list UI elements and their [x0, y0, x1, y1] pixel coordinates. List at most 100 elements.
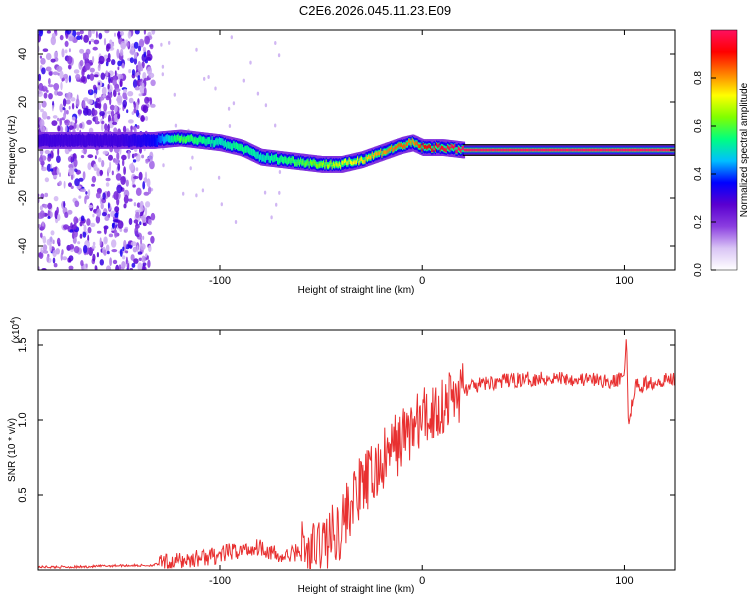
- ridge-cell: [182, 139, 185, 144]
- noise-blob: [138, 171, 143, 181]
- noise-blob: [135, 211, 140, 219]
- noise-blob: [135, 101, 139, 111]
- noise-blob: [137, 64, 142, 73]
- noise-blob: [82, 171, 86, 180]
- noise-blob: [108, 154, 113, 161]
- noise-blob: [119, 227, 123, 232]
- noise-blob: [133, 41, 139, 49]
- noise-blob: [122, 159, 125, 167]
- colorbar-tick-label: 0.2: [693, 215, 704, 229]
- ridge-cell: [480, 148, 484, 152]
- noise-blob: [107, 167, 111, 173]
- ridge-cell: [497, 148, 501, 152]
- noise-blob: [96, 149, 99, 156]
- noise-blob: [95, 97, 100, 103]
- ridge-cell: [264, 157, 268, 162]
- noise-blob: [103, 102, 108, 112]
- noise-blob: [95, 265, 98, 270]
- ridge-cell: [287, 158, 291, 163]
- noise-blob: [59, 172, 61, 177]
- ridge-cell: [486, 148, 490, 152]
- noise-blob: [63, 73, 69, 79]
- noise-blob: [146, 49, 151, 57]
- noise-blob: [45, 127, 48, 134]
- snr-x-tick-label: -100: [209, 575, 231, 587]
- noise-blob: [65, 99, 71, 105]
- noise-blob: [71, 102, 75, 110]
- noise-blob: [85, 191, 88, 195]
- noise-blob: [141, 154, 145, 159]
- noise-blob: [82, 231, 87, 238]
- ridge-cell: [113, 135, 116, 140]
- noise-blob: [78, 177, 84, 182]
- noise-blob: [99, 169, 104, 176]
- ridge-cell: [338, 162, 342, 166]
- noise-blob: [106, 190, 111, 198]
- noise-blob: [68, 265, 74, 270]
- ridge-cell: [132, 136, 135, 140]
- noise-blob: [161, 64, 165, 69]
- snr-ylabel: SNR (10 * v/v): [7, 418, 18, 482]
- noise-blob: [130, 241, 137, 247]
- noise-blob: [76, 185, 82, 190]
- noise-blob: [135, 167, 139, 172]
- ridge-cell: [605, 148, 609, 152]
- ridge-cell: [223, 142, 226, 147]
- noise-blob: [57, 147, 60, 156]
- noise-blob: [133, 258, 139, 264]
- noise-blob: [100, 72, 106, 80]
- noise-blob: [107, 83, 110, 90]
- noise-blob: [128, 218, 133, 225]
- noise-blob: [150, 212, 156, 221]
- noise-blob: [93, 163, 98, 172]
- noise-blob: [46, 255, 50, 263]
- noise-blob: [191, 155, 194, 160]
- noise-blob: [56, 117, 60, 122]
- noise-blob: [96, 168, 101, 177]
- noise-blob: [105, 70, 109, 77]
- noise-blob: [66, 110, 69, 115]
- ridge-cell: [281, 157, 285, 162]
- ridge-cell: [165, 136, 168, 141]
- noise-blob: [80, 215, 85, 222]
- noise-blob: [76, 124, 80, 131]
- ridge-cell: [173, 135, 177, 140]
- colorbar-label: Normalized spectral amplitude: [739, 82, 750, 217]
- ridge-cell: [104, 136, 108, 141]
- noise-blob: [91, 245, 96, 249]
- ridge-cell: [514, 148, 518, 152]
- noise-blob: [94, 92, 97, 99]
- noise-blob: [95, 215, 101, 224]
- ridge-cell: [542, 148, 546, 152]
- ridge-cell: [207, 138, 211, 143]
- ridge-cell: [364, 159, 367, 164]
- ridge-cell: [260, 154, 263, 158]
- noise-blob: [42, 244, 48, 252]
- noise-blob: [114, 104, 118, 113]
- noise-blob: [79, 59, 84, 67]
- noise-blob: [64, 211, 69, 218]
- noise-blob: [51, 104, 54, 112]
- noise-blob: [43, 204, 48, 209]
- noise-blob: [137, 262, 143, 270]
- noise-blob: [134, 153, 138, 156]
- noise-blob: [50, 168, 54, 172]
- noise-blob: [101, 120, 105, 125]
- noise-blob: [62, 256, 68, 261]
- noise-blob: [49, 243, 52, 253]
- noise-blob: [123, 88, 128, 93]
- noise-blob: [116, 152, 120, 161]
- noise-blob: [128, 163, 135, 171]
- noise-blob: [42, 235, 47, 244]
- noise-blob: [162, 163, 165, 168]
- noise-blob: [151, 30, 156, 35]
- ridge-cell: [405, 142, 408, 147]
- noise-blob: [95, 102, 101, 109]
- noise-blob: [79, 221, 83, 227]
- ridge-cell: [69, 140, 72, 145]
- ridge-cell: [412, 140, 416, 145]
- noise-blob: [38, 224, 41, 228]
- noise-blob: [133, 51, 138, 59]
- ridge-cell: [241, 146, 245, 150]
- noise-blob: [74, 178, 80, 187]
